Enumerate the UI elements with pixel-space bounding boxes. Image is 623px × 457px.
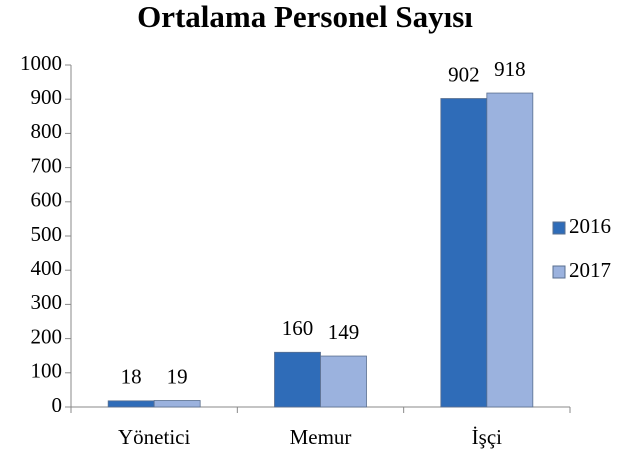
y-tick-label: 0 bbox=[52, 393, 63, 417]
legend-swatch bbox=[552, 221, 566, 235]
x-tick-label: Memur bbox=[290, 425, 352, 449]
y-tick-label: 100 bbox=[31, 359, 63, 383]
data-label: 19 bbox=[167, 364, 188, 388]
x-tick-label: İşçi bbox=[472, 425, 502, 449]
y-tick-label: 900 bbox=[31, 85, 63, 109]
bar bbox=[486, 92, 534, 408]
chart-title: Ortalama Personel Sayısı bbox=[137, 0, 473, 34]
data-label: 18 bbox=[121, 365, 142, 389]
data-label: 160 bbox=[282, 316, 314, 340]
y-tick-label: 500 bbox=[31, 222, 63, 246]
data-label: 149 bbox=[328, 320, 360, 344]
y-tick-label: 1000 bbox=[20, 51, 62, 75]
bar bbox=[153, 400, 201, 408]
bar bbox=[274, 351, 321, 408]
y-tick-label: 700 bbox=[31, 153, 63, 177]
legend-label: 2017 bbox=[569, 258, 611, 282]
bar bbox=[107, 400, 155, 408]
y-tick-label: 400 bbox=[31, 256, 63, 280]
y-tick-label: 200 bbox=[31, 324, 63, 348]
y-tick-label: 800 bbox=[31, 119, 63, 143]
legend-label: 2016 bbox=[569, 214, 611, 238]
y-tick-label: 600 bbox=[31, 188, 63, 212]
bar bbox=[320, 355, 367, 408]
data-label: 902 bbox=[448, 62, 480, 86]
y-tick-label: 300 bbox=[31, 290, 63, 314]
data-label: 918 bbox=[494, 57, 526, 81]
x-tick-label: Yönetici bbox=[118, 425, 190, 449]
bar bbox=[440, 98, 488, 408]
legend-swatch bbox=[552, 265, 566, 279]
